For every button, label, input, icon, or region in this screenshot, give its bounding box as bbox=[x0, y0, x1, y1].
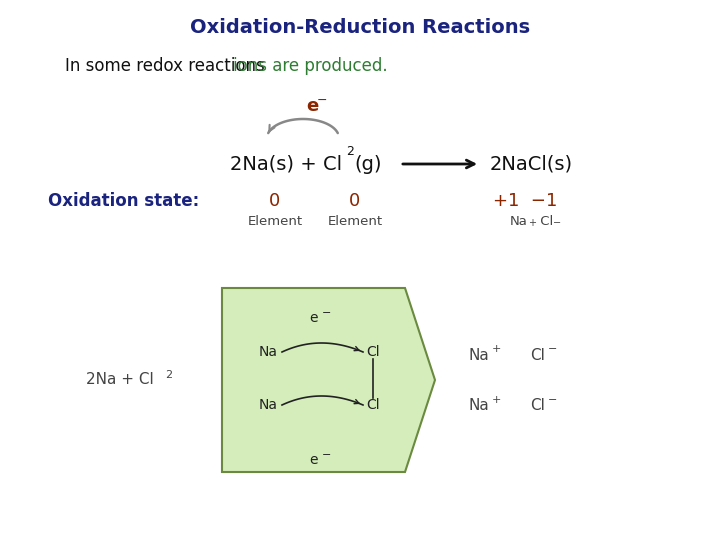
Text: Na: Na bbox=[468, 348, 489, 362]
Text: −: − bbox=[553, 218, 561, 228]
Text: 0: 0 bbox=[349, 192, 361, 210]
Text: Cl: Cl bbox=[530, 348, 545, 362]
Text: Cl: Cl bbox=[366, 345, 380, 359]
Text: −: − bbox=[548, 395, 557, 405]
Text: Oxidation-Reduction Reactions: Oxidation-Reduction Reactions bbox=[190, 18, 530, 37]
Text: Na: Na bbox=[468, 399, 489, 414]
Text: 2Na + Cl: 2Na + Cl bbox=[86, 373, 154, 388]
Text: 2NaCl(s): 2NaCl(s) bbox=[490, 155, 573, 174]
Text: +: + bbox=[492, 344, 501, 354]
Text: Na: Na bbox=[510, 215, 528, 228]
Text: 0: 0 bbox=[269, 192, 281, 210]
Text: 2: 2 bbox=[346, 145, 354, 158]
Text: +: + bbox=[528, 218, 536, 228]
Text: Element: Element bbox=[248, 215, 302, 228]
Text: −: − bbox=[317, 94, 328, 107]
Text: −: − bbox=[548, 344, 557, 354]
Text: e: e bbox=[309, 453, 318, 467]
Text: Na: Na bbox=[258, 398, 277, 412]
Text: e: e bbox=[309, 311, 318, 325]
Text: Na: Na bbox=[258, 345, 277, 359]
Text: +: + bbox=[492, 395, 501, 405]
Text: e: e bbox=[306, 97, 318, 115]
Text: +1  −1: +1 −1 bbox=[492, 192, 557, 210]
Text: 2: 2 bbox=[165, 370, 172, 380]
Text: 2Na(s) + Cl: 2Na(s) + Cl bbox=[230, 155, 342, 174]
Text: −: − bbox=[322, 308, 331, 318]
Text: (g): (g) bbox=[354, 155, 382, 174]
Text: Cl: Cl bbox=[530, 399, 545, 414]
Text: Cl: Cl bbox=[366, 398, 380, 412]
Text: ions are produced.: ions are produced. bbox=[233, 57, 387, 75]
Text: Element: Element bbox=[328, 215, 382, 228]
Text: Oxidation state:: Oxidation state: bbox=[48, 192, 199, 210]
Text: In some redox reactions: In some redox reactions bbox=[65, 57, 270, 75]
Text: −: − bbox=[322, 450, 331, 460]
Polygon shape bbox=[222, 288, 435, 472]
Text: Cl: Cl bbox=[536, 215, 553, 228]
